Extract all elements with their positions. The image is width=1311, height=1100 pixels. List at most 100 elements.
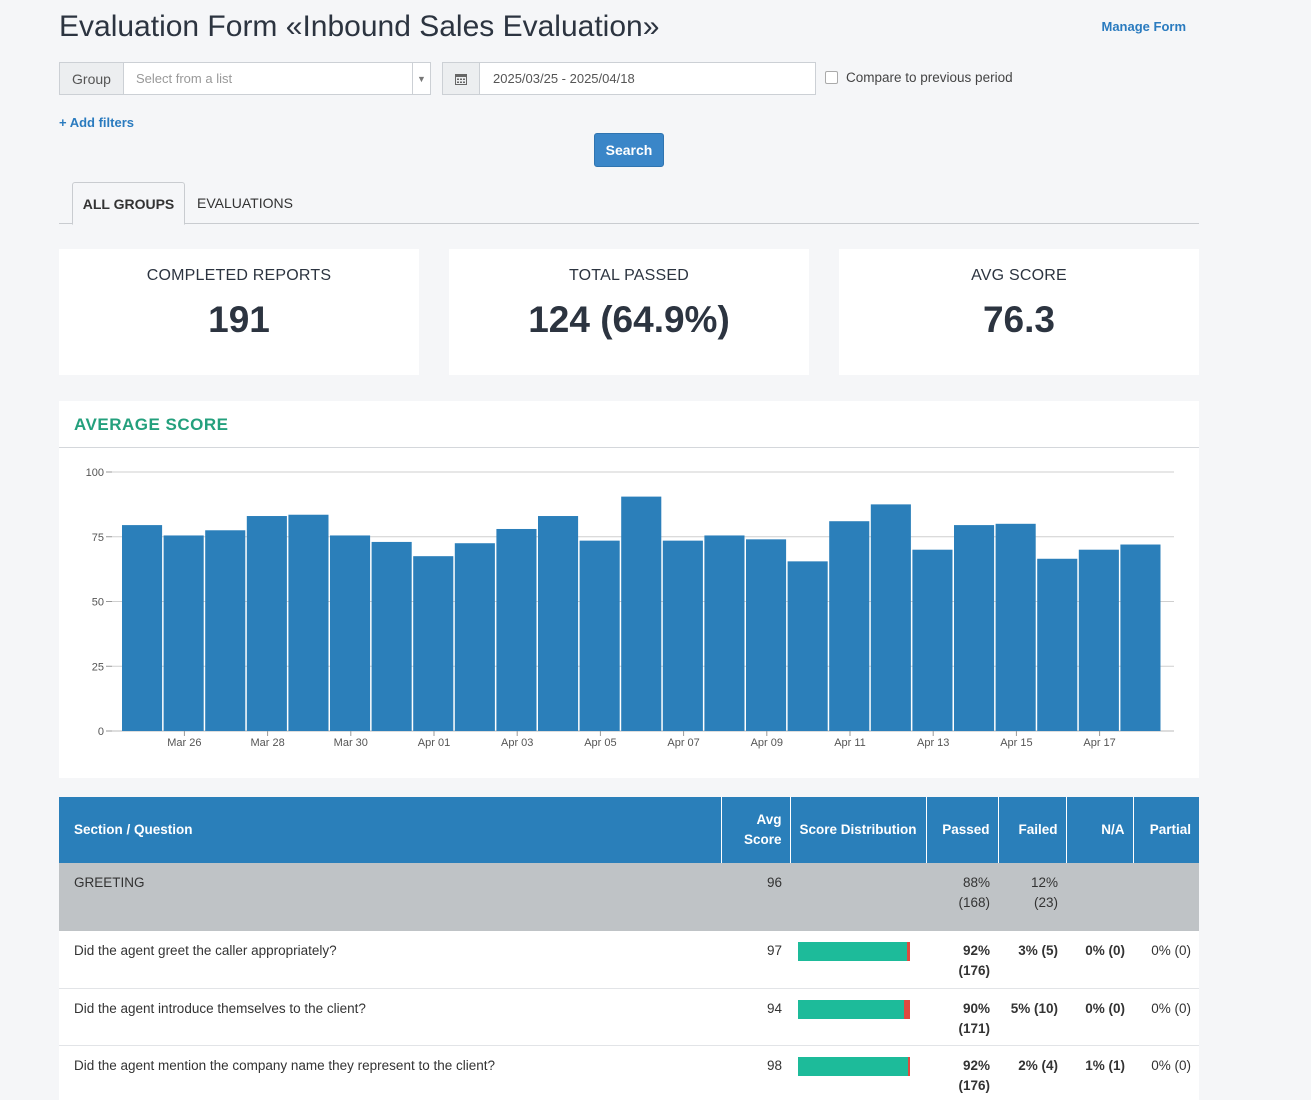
question-na: 0% (0) <box>1066 931 1133 989</box>
bar <box>163 535 204 731</box>
chevron-down-icon[interactable]: ▼ <box>412 63 430 94</box>
bar <box>413 556 454 731</box>
tab-evaluations[interactable]: EVALUATIONS <box>197 195 293 211</box>
section-row-greeting[interactable]: GREETING 96 88% (168) 12% (23) <box>59 863 1199 931</box>
x-tick-label: Apr 01 <box>418 737 450 749</box>
bar <box>330 535 371 731</box>
calendar-icon[interactable] <box>443 63 480 94</box>
manage-form-link[interactable]: Manage Form <box>1101 19 1186 34</box>
question-partial: 0% (0) <box>1133 1045 1199 1100</box>
x-tick-label: Apr 11 <box>834 737 866 749</box>
stat-card-avg-score: AVG SCORE 76.3 <box>839 249 1199 375</box>
group-select[interactable]: Select from a list ▼ <box>124 63 430 94</box>
table-row[interactable]: Did the agent greet the caller appropria… <box>59 931 1199 989</box>
x-tick-label: Apr 09 <box>751 737 783 749</box>
distribution-passed-segment <box>798 942 908 961</box>
y-tick-label: 0 <box>98 726 104 738</box>
bar <box>205 530 246 731</box>
bar <box>870 504 911 731</box>
bar <box>122 525 163 731</box>
stat-card-total-passed: TOTAL PASSED 124 (64.9%) <box>449 249 809 375</box>
compare-label: Compare to previous period <box>846 70 1013 85</box>
compare-checkbox[interactable] <box>825 71 838 84</box>
bar <box>1078 549 1119 731</box>
chart-title: AVERAGE SCORE <box>74 415 229 434</box>
distribution-bar <box>798 999 910 1019</box>
distribution-bar <box>798 1056 910 1076</box>
bar <box>1037 558 1078 731</box>
y-tick-label: 75 <box>92 532 104 544</box>
stat-label: TOTAL PASSED <box>568 267 690 284</box>
bar <box>371 541 412 731</box>
question-avg: 98 <box>721 1045 790 1100</box>
x-tick-label: Apr 17 <box>1083 737 1115 749</box>
header-avg-score[interactable]: Avg Score <box>721 797 791 863</box>
average-score-panel: AVERAGE SCORE 0 25 50 75 100 Mar 26 Mar 28 Mar … <box>59 401 1199 778</box>
bar <box>704 535 745 731</box>
section-avg: 96 <box>721 863 790 931</box>
stat-value: 191 <box>208 299 270 340</box>
question-na: 1% (1) <box>1066 1045 1133 1100</box>
bar <box>662 540 703 731</box>
question-table: Section / Question Avg Score Score Distr… <box>59 797 1199 1100</box>
average-score-chart: 0 25 50 75 100 Mar 26 Mar 28 Mar 30 Apr 01 Apr 03… <box>86 467 1174 749</box>
group-filter[interactable]: Group Select from a list ▼ <box>59 62 431 95</box>
y-tick-label: 100 <box>86 467 104 479</box>
bar <box>829 521 870 731</box>
table-header-row: Section / Question Avg Score Score Distr… <box>59 797 1199 863</box>
tab-all-groups[interactable]: ALL GROUPS <box>72 182 185 225</box>
section-dist <box>790 863 926 931</box>
section-name: GREETING <box>59 863 721 931</box>
search-button[interactable]: Search <box>594 133 664 167</box>
section-na <box>1066 863 1133 931</box>
header-score-distribution: Score Distribution <box>790 797 927 863</box>
x-tick-label: Mar 28 <box>250 737 284 749</box>
bar <box>954 525 995 731</box>
question-text: Did the agent mention the company name t… <box>59 1045 721 1100</box>
question-passed: 92% (176) <box>926 1045 998 1100</box>
x-tick-label: Apr 13 <box>917 737 949 749</box>
header-section-question[interactable]: Section / Question <box>59 797 722 863</box>
bar <box>621 496 662 731</box>
question-avg: 94 <box>721 988 790 1046</box>
distribution-passed-segment <box>798 1056 908 1076</box>
bar <box>496 528 537 731</box>
bar <box>538 516 579 731</box>
header-passed[interactable]: Passed <box>926 797 999 863</box>
distribution-failed-segment <box>903 999 910 1019</box>
section-partial <box>1133 863 1199 931</box>
stat-card-completed-reports: COMPLETED REPORTS 191 <box>59 249 419 375</box>
chart-divider <box>59 447 1199 448</box>
question-passed: 90% (171) <box>926 988 998 1046</box>
stat-value: 76.3 <box>982 299 1055 340</box>
bar <box>912 549 953 731</box>
x-tick-label: Mar 30 <box>334 737 368 749</box>
date-range-input[interactable]: 2025/03/25 - 2025/04/18 <box>493 71 635 86</box>
stat-value: 124 (64.9%) <box>528 299 730 340</box>
header-na[interactable]: N/A <box>1066 797 1134 863</box>
distribution-failed-segment <box>907 1056 910 1076</box>
x-tick-label: Mar 26 <box>167 737 201 749</box>
question-text: Did the agent introduce themselves to th… <box>59 988 721 1046</box>
compare-previous-period[interactable]: Compare to previous period <box>825 70 1013 85</box>
x-tick-label: Apr 07 <box>667 737 699 749</box>
x-tick-label: Apr 05 <box>584 737 616 749</box>
add-filters-link[interactable]: + Add filters <box>59 115 135 130</box>
bar <box>246 516 287 731</box>
stat-label: COMPLETED REPORTS <box>146 267 332 284</box>
tab-bar: ALL GROUPS EVALUATIONS <box>59 182 1199 225</box>
question-failed: 5% (10) <box>998 988 1066 1046</box>
date-range-filter[interactable]: 2025/03/25 - 2025/04/18 <box>442 62 816 95</box>
x-tick-label: Apr 03 <box>501 737 533 749</box>
question-partial: 0% (0) <box>1133 988 1199 1046</box>
table-row[interactable]: Did the agent introduce themselves to th… <box>59 988 1199 1046</box>
table-row[interactable]: Did the agent mention the company name t… <box>59 1045 1199 1100</box>
bar <box>995 523 1036 731</box>
header-partial[interactable]: Partial <box>1133 797 1199 863</box>
question-text: Did the agent greet the caller appropria… <box>59 931 721 989</box>
header-failed[interactable]: Failed <box>998 797 1067 863</box>
bar <box>1120 544 1161 731</box>
group-filter-label: Group <box>60 63 124 94</box>
bar <box>579 540 620 731</box>
question-avg: 97 <box>721 931 790 989</box>
